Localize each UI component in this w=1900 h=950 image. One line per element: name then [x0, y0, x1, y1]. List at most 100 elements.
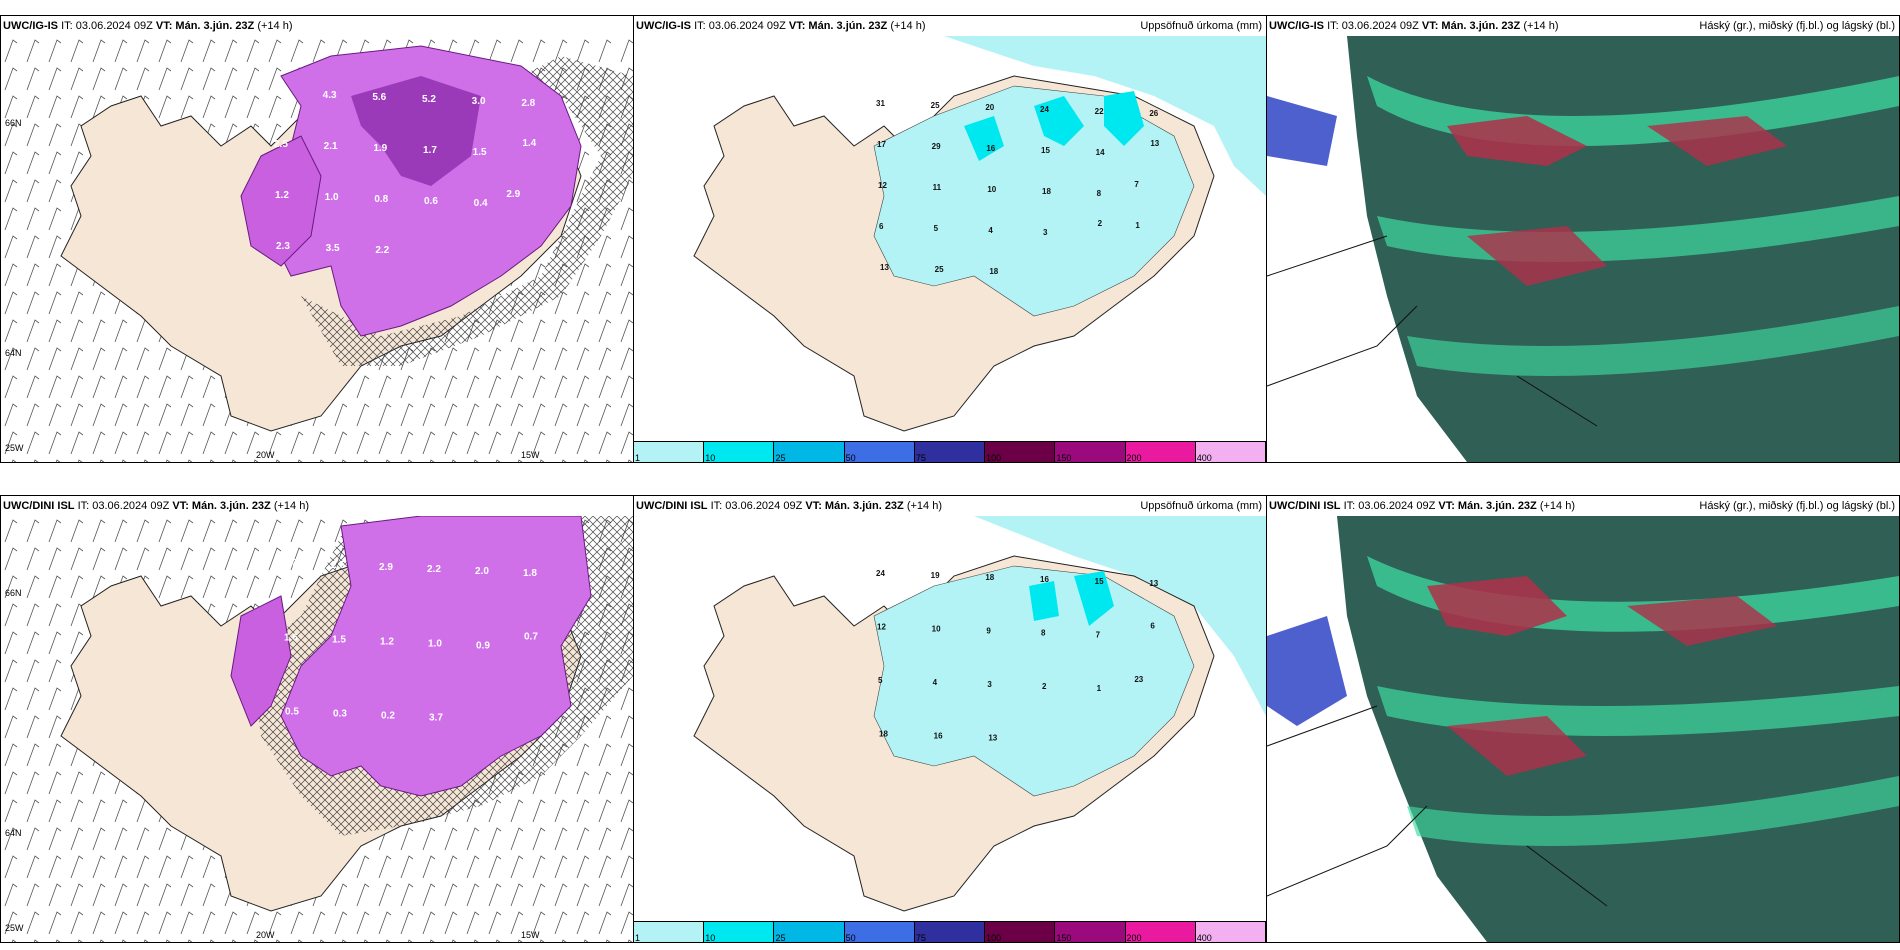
cloud-red-patch-1 — [1447, 116, 1587, 166]
init-time: IT: 03.06.2024 09Z — [1343, 500, 1436, 512]
field-value-label: 11 — [933, 183, 942, 192]
legend-swatch: 100 — [985, 922, 1056, 942]
legend-swatch: 400 — [1195, 442, 1266, 462]
lon-label-20w: 20W — [256, 450, 275, 460]
field-value-label: 2 — [1042, 682, 1047, 691]
field-value-label: 0.4 — [474, 198, 488, 209]
field-value-label: 12 — [878, 181, 887, 190]
precip-rate-field — [280, 515, 592, 797]
field-value-label: 5.2 — [422, 94, 436, 105]
field-value-label: 18 — [1042, 187, 1051, 196]
field-value-label: 15 — [1095, 577, 1104, 586]
valid-time-label: VT: — [1421, 20, 1439, 32]
cloud-title: Háský (gr.), miðský (fj.bl.) og lágský (… — [1699, 500, 1895, 512]
field-value-label: 2.0 — [475, 566, 489, 577]
corner-label-25w: 25W — [5, 923, 24, 933]
field-value-label: 0.7 — [524, 631, 538, 642]
precip-peak-1 — [1034, 96, 1084, 146]
legend-level-label: 50 — [845, 933, 856, 943]
field-value-label: 29 — [932, 142, 941, 151]
field-value-label: 9 — [986, 627, 991, 636]
panel-cloud-row1: UWC/IG-IS IT: 03.06.2024 09Z VT: Mán. 3.… — [1266, 15, 1900, 463]
field-value-label: 26 — [1149, 109, 1158, 118]
field-value-label: 5.6 — [372, 92, 386, 103]
field-value-label: 18 — [989, 267, 998, 276]
field-value-label: 5 — [934, 224, 939, 233]
valid-time: Mán. 3.jún. 23Z — [1457, 500, 1537, 512]
field-value-label: 3 — [1043, 228, 1048, 237]
field-value-label: 7 — [1096, 631, 1101, 640]
legend-swatch: 200 — [1125, 922, 1196, 942]
model-name: UWC/IG-IS — [3, 20, 58, 32]
model-name: UWC/IG-IS — [636, 20, 691, 32]
cloud-blue-patch — [1267, 616, 1347, 726]
legend-swatch: 150 — [1055, 442, 1126, 463]
lat-label-66n: 66N — [5, 588, 22, 598]
lon-label-15w: 15W — [521, 930, 540, 940]
precip-peak-3 — [1104, 91, 1144, 146]
legend-level-label: 10 — [705, 933, 716, 943]
legend-level-label: 1 — [635, 453, 641, 463]
precip-rate-west — [230, 595, 292, 727]
field-value-label: 25 — [935, 265, 944, 274]
field-value-label: 17 — [877, 140, 886, 149]
rate-map[interactable]: 20W 15W 66N 64N 25W 3.4 4.3 5.6 5.2 3.0 2.8 2.… — [1, 36, 633, 462]
lon-label-15w: 15W — [521, 450, 540, 460]
field-value-label: 3.7 — [429, 713, 443, 724]
field-value-label: 2 — [1098, 219, 1103, 228]
legend-swatch: 200 — [1125, 442, 1196, 462]
field-value-label: 0.8 — [374, 194, 388, 205]
init-time: IT: 03.06.2024 09Z — [710, 500, 803, 512]
field-value-label: 2.2 — [375, 245, 389, 256]
field-value-label: 19 — [931, 571, 940, 580]
legend-swatch: 150 — [1055, 922, 1126, 942]
cloud-map[interactable] — [1267, 36, 1899, 462]
legend-swatch: 50 — [844, 442, 915, 462]
lead-time: (+14 h) — [257, 20, 293, 32]
field-value-label: 3.0 — [472, 96, 486, 107]
field-value-label: 6 — [1150, 622, 1155, 631]
field-value-label: 2.9 — [506, 189, 520, 200]
legend-level-label: 75 — [915, 453, 926, 463]
field-value-label: 4.3 — [323, 90, 337, 101]
hatch-area — [301, 56, 633, 366]
precip-peak-1 — [1074, 571, 1114, 626]
legend-swatch: 25 — [774, 922, 845, 943]
cloud-blue-patch — [1267, 96, 1337, 166]
legend-level-label: 10 — [705, 453, 716, 463]
legend-swatch: 50 — [844, 922, 915, 943]
model-name: UWC/DINI ISL — [1269, 500, 1341, 512]
field-value-label: 15 — [1041, 146, 1050, 155]
legend-swatch: 10 — [704, 442, 775, 463]
field-value-label: 12 — [877, 623, 886, 632]
legend-swatch: 75 — [914, 442, 986, 463]
rate-value-labels: 3.4 4.3 5.6 5.2 3.0 2.8 2.5 2.1 1.9 1.7 1.5 1.4 1.2 1… — [273, 88, 537, 256]
field-value-label: 1.0 — [428, 638, 442, 649]
field-value-label: 16 — [986, 144, 995, 153]
field-value-label: 2.8 — [521, 98, 535, 109]
precip-rate-core — [351, 76, 481, 186]
precip-rate-west — [240, 135, 322, 267]
precip-map-svg: 24 19 18 16 15 13 12 10 9 8 7 6 5 4 3 2 1 23 18 16 13 — [693, 516, 1266, 912]
panel-header: UWC/IG-IS IT: 03.06.2024 09Z VT: Mán. 3.… — [1267, 16, 1899, 36]
cloud-red-patch-3 — [1647, 116, 1787, 166]
rate-map[interactable]: 20W 15W 66N 64N 25W 1.7 2.5 2.9 2.2 2.0 1.8 1.… — [1, 515, 633, 942]
field-value-label: 16 — [934, 732, 943, 741]
legend-swatch: 1 — [634, 442, 705, 463]
cloud-red-patch-2 — [1447, 716, 1587, 776]
lead-time: (+14 h) — [273, 500, 310, 512]
precip-map[interactable]: 31 25 20 24 22 26 17 29 16 15 14 13 12 11 10 18 8 7 6 5 4 3 2 1… — [634, 36, 1266, 442]
cloud-green-band-3 — [1407, 306, 1899, 376]
field-value-label: 4 — [988, 226, 993, 235]
init-time: IT: 03.06.2024 09Z — [694, 20, 786, 32]
precip-map[interactable]: 24 19 18 16 15 13 12 10 9 8 7 6 5 4 3 2 1 23 18 16 13 — [634, 516, 1266, 922]
field-value-label: 14 — [1096, 148, 1105, 157]
field-value-label: 25 — [931, 101, 940, 110]
cloud-map[interactable] — [1267, 516, 1899, 942]
field-value-label: 1 — [1135, 221, 1140, 230]
cloud-green-band-3 — [1407, 776, 1899, 846]
legend-level-label: 25 — [775, 933, 786, 943]
legend-level-label: 150 — [1056, 453, 1072, 463]
field-value-label: 2.1 — [324, 141, 338, 152]
field-value-label: 6 — [879, 222, 884, 231]
